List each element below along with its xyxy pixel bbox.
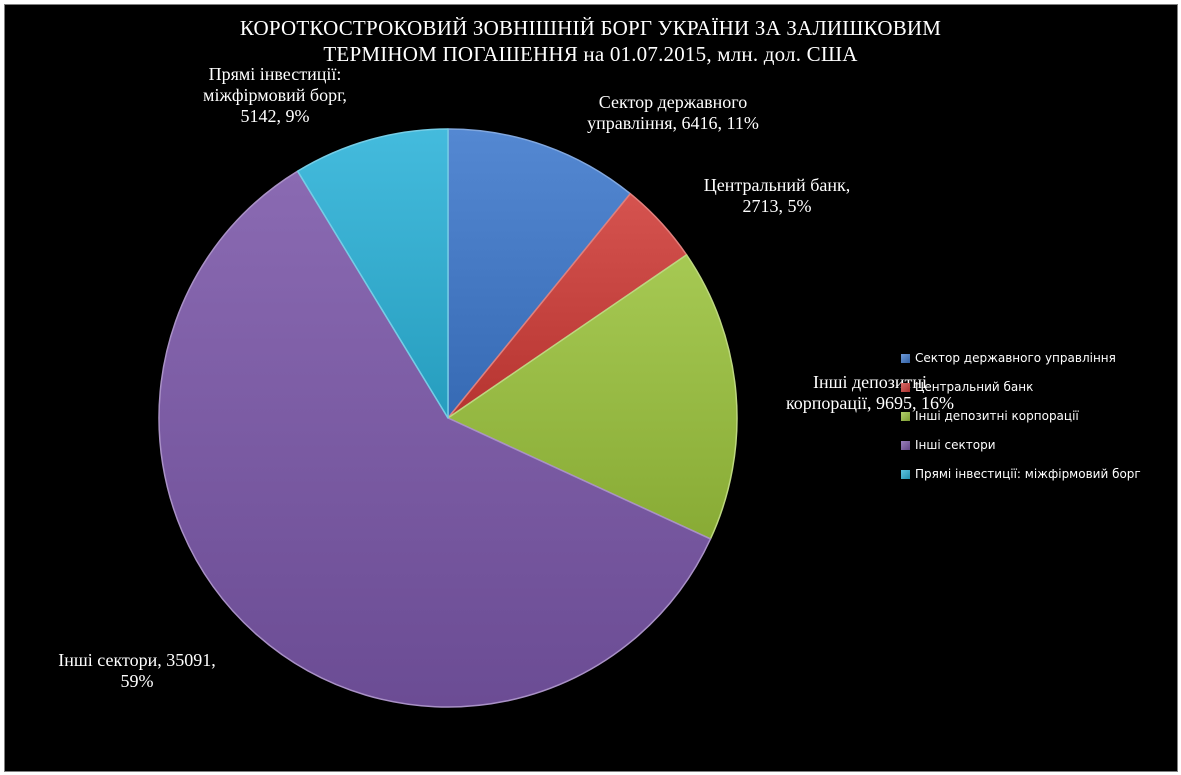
data-label-line: Інші депозитні (812, 372, 927, 392)
legend-swatch (901, 412, 910, 421)
chart-title-line-2: ТЕРМІНОМ ПОГАШЕННЯ на 01.07.2015, млн. д… (323, 42, 858, 66)
data-label-deposit-corporations: Інші депозитні корпорації, 9695, 16% (745, 372, 995, 414)
legend-item-other-sectors: Інші сектори (899, 438, 1169, 467)
data-label-line: міжфірмовий борг, (203, 85, 347, 105)
data-label-other-sectors: Інші сектори, 35091, 59% (22, 650, 252, 692)
chart-title-line-1: КОРОТКОСТРОКОВИЙ ЗОВНІШНІЙ БОРГ УКРАЇНИ … (239, 16, 942, 40)
data-label-line: Прямі інвестиції: (208, 64, 342, 84)
legend-item-deposit-corporations: Інші депозитні корпорації (899, 409, 1169, 438)
legend-item-government: Сектор державного управління (899, 351, 1169, 380)
data-label-line: 5142, 9% (240, 106, 310, 126)
data-label-line: управління, 6416, 11% (587, 113, 759, 133)
legend-swatch (901, 441, 910, 450)
data-label-line: Інші сектори, 35091, (58, 650, 216, 670)
pie-slice-2 (447, 254, 738, 540)
data-label-central-bank: Центральний банк, 2713, 5% (672, 175, 882, 217)
pie-slice-3 (158, 170, 712, 708)
data-label-line: 2713, 5% (742, 196, 812, 216)
data-label-line: 59% (120, 671, 154, 691)
legend-swatch (901, 354, 910, 363)
legend-label: Прямі інвестиції: міжфірмовий борг (915, 467, 1141, 481)
data-label-line: Сектор державного (598, 92, 748, 112)
data-label-government: Сектор державного управління, 6416, 11% (548, 92, 798, 134)
legend-label: Інші сектори (915, 438, 996, 452)
data-label-line: Центральний банк, (703, 175, 851, 195)
legend-swatch (901, 383, 910, 392)
legend-label: Центральний банк (915, 380, 1034, 394)
legend-label: Інші депозитні корпорації (915, 409, 1079, 423)
chart-legend: Сектор державного управління Центральний… (899, 351, 1169, 496)
legend-item-direct-investment: Прямі інвестиції: міжфірмовий борг (899, 467, 1169, 496)
legend-label: Сектор державного управління (915, 351, 1116, 365)
pie-slice-0 (447, 128, 632, 419)
legend-swatch (901, 470, 910, 479)
pie-slice-4 (296, 128, 449, 419)
legend-item-central-bank: Центральний банк (899, 380, 1169, 409)
data-label-line: корпорації, 9695, 16% (785, 393, 955, 413)
data-label-direct-investment: Прямі інвестиції: міжфірмовий борг, 5142… (160, 64, 390, 127)
